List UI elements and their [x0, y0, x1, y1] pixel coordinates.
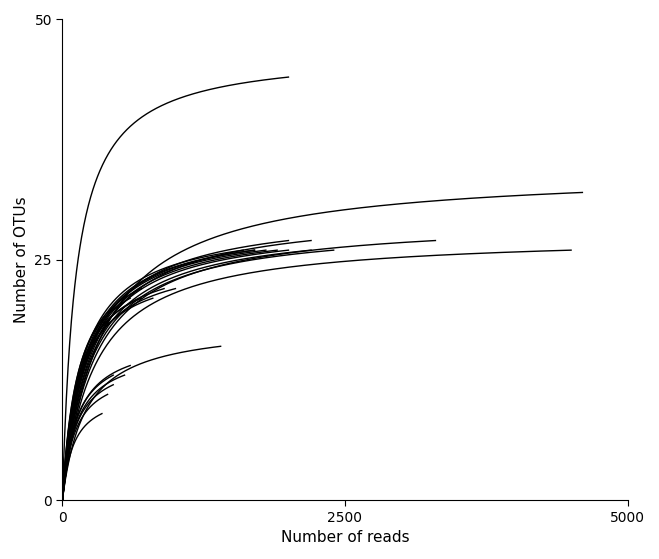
X-axis label: Number of reads: Number of reads [281, 530, 409, 545]
Y-axis label: Number of OTUs: Number of OTUs [14, 196, 29, 323]
